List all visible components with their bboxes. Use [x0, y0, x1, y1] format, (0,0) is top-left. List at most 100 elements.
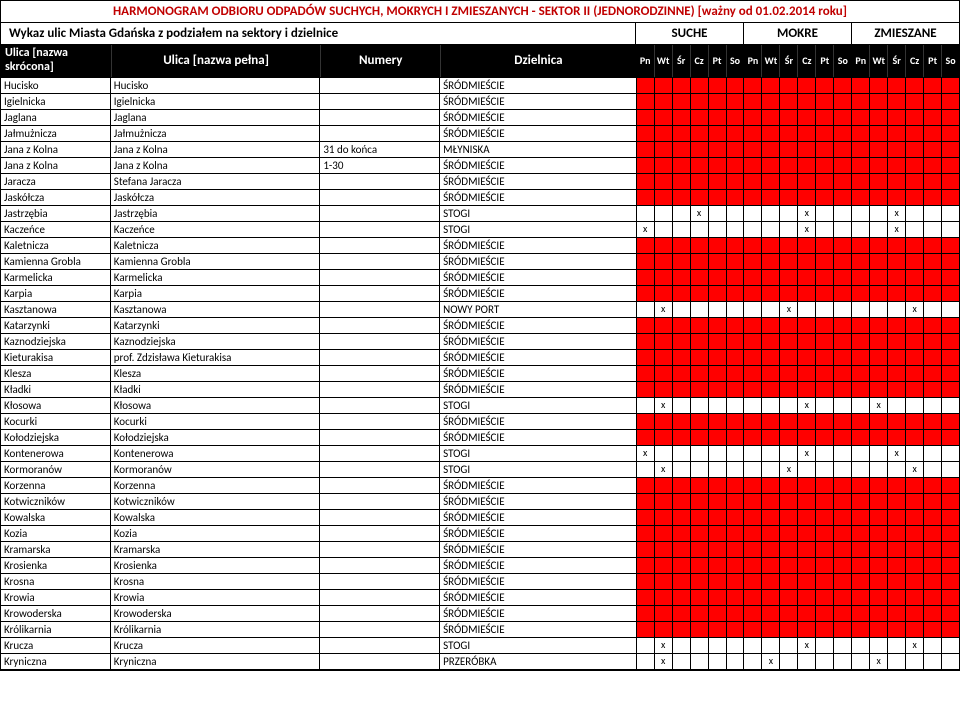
cell-district: PRZERÓBKA — [440, 654, 636, 669]
day-cell — [744, 542, 761, 557]
day-cell — [761, 174, 779, 189]
cell-full: Kładki — [111, 382, 321, 397]
day-cell — [905, 142, 923, 157]
day-cell — [905, 590, 923, 605]
day-cell — [690, 622, 708, 637]
table-row: KrynicznaKrynicznaPRZERÓBKAxxx — [1, 654, 959, 670]
day-cell — [744, 622, 761, 637]
day-cell — [726, 174, 744, 189]
cell-short: Kładki — [1, 382, 111, 397]
cell-short: Kramarska — [1, 542, 111, 557]
day-cell — [708, 206, 726, 221]
day-group: x — [636, 638, 744, 653]
day-cell — [887, 606, 905, 621]
day-cell — [637, 478, 654, 493]
cell-full: Jaglana — [111, 110, 321, 125]
day-cell — [726, 542, 744, 557]
cell-full: Igielnicka — [111, 94, 321, 109]
cell-full: Kłosowa — [111, 398, 321, 413]
day-cell — [887, 110, 905, 125]
day-group — [851, 494, 959, 509]
day-cell — [690, 302, 708, 317]
day-cell — [797, 510, 815, 525]
day-cell — [905, 430, 923, 445]
day-cell — [905, 94, 923, 109]
day-cell — [744, 78, 761, 93]
day-cell — [852, 574, 869, 589]
day-cell — [852, 318, 869, 333]
cell-district: ŚRÓDMIEŚCIE — [440, 94, 636, 109]
cell-full: Kowalska — [111, 510, 321, 525]
day-group — [636, 254, 744, 269]
day-cell — [905, 126, 923, 141]
day-cell — [815, 478, 833, 493]
day-group — [636, 542, 744, 557]
day-cell — [672, 382, 690, 397]
day-cell — [797, 414, 815, 429]
cell-short: Korzenna — [1, 478, 111, 493]
day-cell — [708, 286, 726, 301]
day-cell — [672, 206, 690, 221]
day-cell — [923, 94, 941, 109]
cell-district: ŚRÓDMIEŚCIE — [440, 510, 636, 525]
day-cell — [672, 318, 690, 333]
day-cell — [833, 286, 851, 301]
day-cell — [690, 510, 708, 525]
day-cell — [779, 174, 797, 189]
cell-numbers — [320, 206, 440, 221]
cell-full: prof. Zdzisława Kieturakisa — [111, 350, 321, 365]
cell-numbers — [320, 510, 440, 525]
cell-full: Kramarska — [111, 542, 321, 557]
day-cell — [941, 302, 959, 317]
cell-numbers — [320, 286, 440, 301]
day-cell — [923, 558, 941, 573]
day-cell — [690, 606, 708, 621]
day-cell — [637, 190, 654, 205]
day-cell — [637, 334, 654, 349]
day-cell — [761, 542, 779, 557]
table-row: KleszaKleszaŚRÓDMIEŚCIE — [1, 366, 959, 382]
day-group: x — [636, 446, 744, 461]
day-group — [636, 318, 744, 333]
cell-district: ŚRÓDMIEŚCIE — [440, 606, 636, 621]
day-cell — [869, 558, 887, 573]
table-row: Jana z KolnaJana z Kolna1-30ŚRÓDMIEŚCIE — [1, 158, 959, 174]
day-cell — [779, 366, 797, 381]
day-group: x — [636, 398, 744, 413]
day-cell — [815, 590, 833, 605]
day-cell — [905, 510, 923, 525]
day-cell — [869, 190, 887, 205]
day-cell — [637, 78, 654, 93]
day-cell — [708, 366, 726, 381]
day-cell — [941, 350, 959, 365]
day-cell — [833, 446, 851, 461]
day-cell — [905, 318, 923, 333]
day-cell: x — [869, 654, 887, 669]
cell-full: Kozia — [111, 526, 321, 541]
day-cell — [905, 334, 923, 349]
day-cell — [869, 158, 887, 173]
day-cell — [672, 510, 690, 525]
day-cell — [654, 494, 672, 509]
cell-full: Krowoderska — [111, 606, 321, 621]
table-row: KrowiaKrowiaŚRÓDMIEŚCIE — [1, 590, 959, 606]
day-group: x — [851, 654, 959, 669]
cell-full: Kasztanowa — [111, 302, 321, 317]
day-cell — [869, 238, 887, 253]
day-group — [743, 414, 851, 429]
day-cell — [869, 366, 887, 381]
day-cell — [815, 526, 833, 541]
day-cell — [654, 318, 672, 333]
table-row: JaglanaJaglanaŚRÓDMIEŚCIE — [1, 110, 959, 126]
day-cell — [779, 94, 797, 109]
day-cell — [923, 110, 941, 125]
day-cell — [726, 478, 744, 493]
day-cell — [797, 590, 815, 605]
day-cell — [779, 558, 797, 573]
cell-full: Krucza — [111, 638, 321, 653]
header-day: Wt — [869, 45, 887, 77]
day-cell — [833, 238, 851, 253]
day-group: x — [743, 638, 851, 653]
day-cell — [708, 382, 726, 397]
day-cell — [690, 398, 708, 413]
